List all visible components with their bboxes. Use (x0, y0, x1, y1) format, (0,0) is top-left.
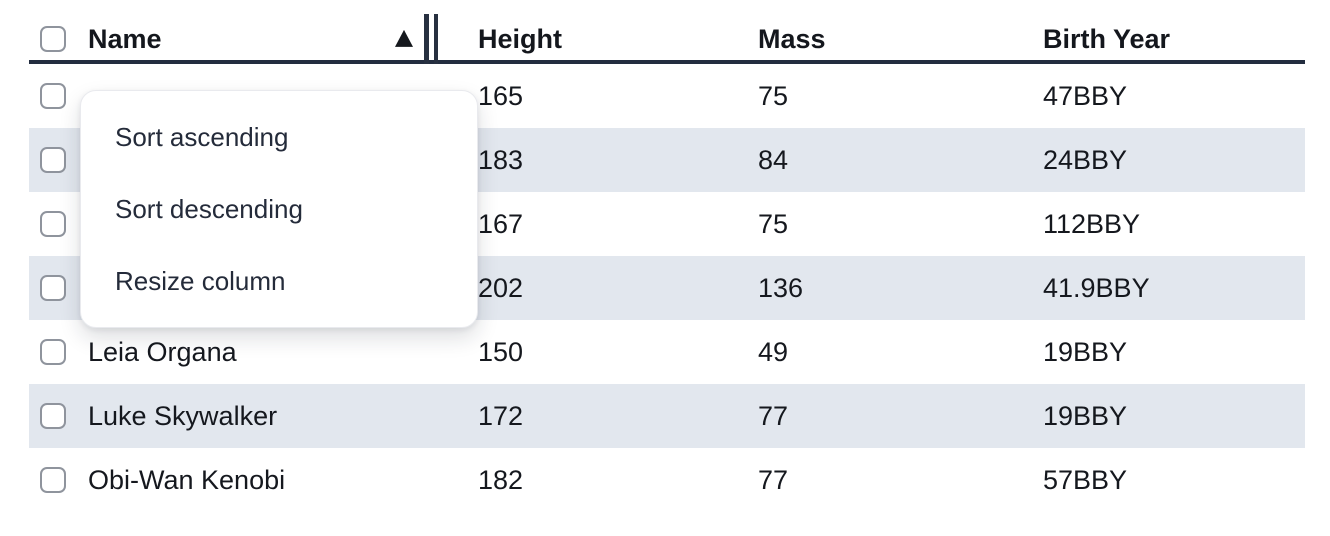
row-checkbox[interactable] (40, 467, 66, 493)
cell-name: Leia Organa (88, 336, 237, 367)
cell-height: 150 (478, 336, 524, 367)
cell-height: 183 (478, 144, 524, 175)
row-checkbox[interactable] (40, 275, 66, 301)
table-row: Obi-Wan Kenobi 182 77 57BBY (29, 448, 1305, 512)
cell-mass: 75 (758, 208, 789, 239)
sort-ascending-icon (395, 29, 413, 47)
row-checkbox[interactable] (40, 339, 66, 365)
cell-mass: 84 (758, 144, 789, 175)
cell-name: Luke Skywalker (88, 400, 278, 431)
table-row: 165 75 47BBY (29, 64, 1305, 128)
cell-mass: 49 (758, 336, 789, 367)
table-row: 167 75 112BBY (29, 192, 1305, 256)
menu-item-resize-column[interactable]: Resize column (115, 265, 286, 296)
data-table: Name Height Mass Birth Year 165 75 47BBY 18… (29, 0, 1305, 512)
row-checkbox[interactable] (40, 211, 66, 237)
cell-birth-year: 47BBY (1043, 80, 1128, 111)
cell-height: 165 (478, 80, 524, 111)
column-header-birth-year-label: Birth Year (1043, 23, 1171, 54)
cell-mass: 75 (758, 80, 789, 111)
column-resize-handle[interactable] (424, 14, 438, 64)
cell-height: 202 (478, 272, 524, 303)
row-checkbox[interactable] (40, 403, 66, 429)
column-header-birth-year[interactable]: Birth Year (1043, 18, 1305, 60)
row-checkbox[interactable] (40, 83, 66, 109)
row-select-cell (29, 320, 88, 384)
cell-mass: 77 (758, 464, 789, 495)
cell-mass: 77 (758, 400, 789, 431)
cell-mass: 136 (758, 272, 804, 303)
cell-name: Obi-Wan Kenobi (88, 464, 286, 495)
select-all-checkbox[interactable] (40, 26, 66, 52)
cell-height: 172 (478, 400, 524, 431)
column-header-height-label: Height (478, 23, 562, 54)
column-header-height[interactable]: Height (478, 18, 758, 60)
table-row: Leia Organa 150 49 19BBY (29, 320, 1305, 384)
menu-item-sort-descending[interactable]: Sort descending (115, 193, 303, 224)
column-context-menu: Sort ascending Sort descending Resize colu… (80, 90, 478, 328)
cell-birth-year: 41.9BBY (1043, 272, 1150, 303)
cell-birth-year: 19BBY (1043, 400, 1128, 431)
cell-height: 167 (478, 208, 524, 239)
cell-birth-year: 57BBY (1043, 464, 1128, 495)
table-body: 165 75 47BBY 183 84 24BBY 167 75 112BBY 202 136 41.… (29, 64, 1305, 512)
menu-item-sort-ascending[interactable]: Sort ascending (115, 121, 289, 152)
cell-birth-year: 19BBY (1043, 336, 1128, 367)
row-select-cell (29, 192, 88, 256)
row-select-cell (29, 384, 88, 448)
column-header-name[interactable]: Name (88, 14, 478, 64)
cell-birth-year: 112BBY (1043, 208, 1141, 239)
row-select-cell (29, 64, 88, 128)
row-select-cell (29, 256, 88, 320)
row-checkbox[interactable] (40, 147, 66, 173)
column-header-mass-label: Mass (758, 23, 826, 54)
table-header-row: Name Height Mass Birth Year (29, 0, 1305, 64)
row-select-cell (29, 448, 88, 512)
table-row: Luke Skywalker 172 77 19BBY (29, 384, 1305, 448)
cell-birth-year: 24BBY (1043, 144, 1128, 175)
column-header-name-label: Name (88, 23, 162, 54)
cell-height: 182 (478, 464, 524, 495)
row-select-cell (29, 128, 88, 192)
select-all-cell (29, 18, 88, 60)
column-header-mass[interactable]: Mass (758, 18, 1043, 60)
